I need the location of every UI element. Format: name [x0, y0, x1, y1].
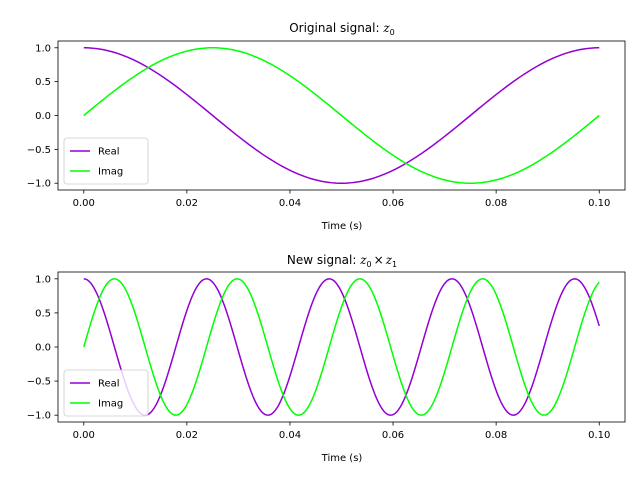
- x-tick-label: 0.02: [176, 430, 198, 441]
- y-tick-label: −1.0: [27, 411, 51, 422]
- x-axis-label: Time (s): [321, 221, 363, 232]
- x-tick-label: 0.08: [485, 430, 507, 441]
- chart-title: New signal: z0 × z1: [287, 253, 397, 269]
- x-tick-label: 0.08: [485, 198, 507, 209]
- y-tick-label: −1.0: [27, 179, 51, 190]
- y-tick-label: 0.5: [35, 308, 51, 319]
- x-tick-label: 0.10: [588, 430, 610, 441]
- legend-box: [63, 369, 149, 417]
- y-tick-label: 0.0: [35, 111, 51, 122]
- y-tick-label: 0.5: [35, 77, 51, 88]
- x-tick-label: 0.06: [382, 198, 404, 209]
- x-axis-label: Time (s): [321, 453, 363, 464]
- series-line-imag: [83, 47, 600, 184]
- legend-label-real: Real: [98, 147, 120, 158]
- chart-title: Original signal: z0: [289, 21, 395, 37]
- y-tick-label: −0.5: [27, 377, 51, 388]
- legend-label-real: Real: [98, 379, 120, 390]
- x-tick-label: 0.02: [176, 198, 198, 209]
- series-line-real: [83, 278, 600, 416]
- series-line-imag: [83, 278, 600, 416]
- y-tick-label: −0.5: [27, 145, 51, 156]
- chart-new-signal: New signal: z0 × z1 0.00 0.02 0.04 0.06 0.08 0.…: [27, 253, 626, 464]
- plot-area: 0.00 0.02 0.04 0.06 0.08 0.10 1.0 0.5 0.0 −0.5 −1.…: [27, 40, 626, 209]
- chart-original-signal: Original signal: z0 0.00 0.02 0.04 0.06 0.08…: [27, 21, 626, 232]
- series-line-real: [83, 47, 600, 184]
- y-tick-label: 1.0: [35, 43, 51, 54]
- x-tick-label: 0.00: [73, 430, 95, 441]
- legend: Real Imag: [63, 369, 149, 417]
- legend: Real Imag: [63, 137, 149, 185]
- x-tick-label: 0.06: [382, 430, 404, 441]
- legend-label-imag: Imag: [98, 167, 123, 178]
- y-tick-label: 0.0: [35, 343, 51, 354]
- y-tick-label: 1.0: [35, 274, 51, 285]
- x-tick-label: 0.00: [73, 198, 95, 209]
- legend-box: [63, 137, 149, 185]
- plot-area: 0.00 0.02 0.04 0.06 0.08 0.10 1.0 0.5 0.0 −0.5 −1.…: [27, 271, 626, 441]
- x-tick-label: 0.04: [279, 430, 301, 441]
- x-tick-label: 0.10: [588, 198, 610, 209]
- legend-label-imag: Imag: [98, 399, 123, 410]
- x-tick-label: 0.04: [279, 198, 301, 209]
